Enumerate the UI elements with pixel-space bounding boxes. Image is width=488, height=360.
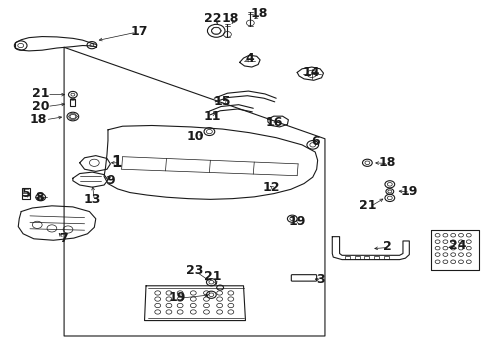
Text: 23: 23	[186, 264, 203, 277]
Text: 15: 15	[213, 95, 231, 108]
Text: 19: 19	[288, 215, 305, 228]
Text: 19: 19	[168, 291, 185, 304]
Text: 18: 18	[250, 7, 267, 20]
Text: 2: 2	[382, 240, 390, 253]
Bar	[373, 256, 378, 258]
Text: 10: 10	[186, 130, 204, 144]
Text: 20: 20	[32, 100, 49, 113]
Text: 18: 18	[377, 156, 395, 169]
Text: 6: 6	[310, 135, 319, 148]
Text: 13: 13	[83, 193, 101, 206]
Text: 24: 24	[448, 239, 466, 252]
Bar	[364, 256, 368, 258]
Text: 8: 8	[35, 192, 44, 204]
Bar	[344, 256, 349, 258]
Text: 21: 21	[358, 199, 375, 212]
Text: 21: 21	[203, 270, 221, 283]
Bar	[354, 256, 359, 258]
Text: 18: 18	[221, 12, 238, 25]
Bar	[70, 99, 75, 106]
Text: 9: 9	[106, 174, 115, 187]
Text: 11: 11	[203, 110, 221, 123]
Text: 14: 14	[302, 66, 319, 79]
Text: 22: 22	[203, 12, 221, 25]
Text: 12: 12	[262, 181, 280, 194]
Text: 21: 21	[32, 87, 49, 100]
Text: 7: 7	[59, 231, 67, 244]
Text: 3: 3	[315, 273, 324, 286]
Bar	[383, 256, 388, 258]
Text: 16: 16	[264, 116, 282, 129]
Text: 17: 17	[131, 25, 148, 38]
Text: 4: 4	[244, 51, 253, 64]
Text: 18: 18	[30, 113, 47, 126]
Text: 5: 5	[21, 187, 30, 200]
Text: 1: 1	[111, 155, 122, 170]
Text: 19: 19	[400, 185, 417, 198]
